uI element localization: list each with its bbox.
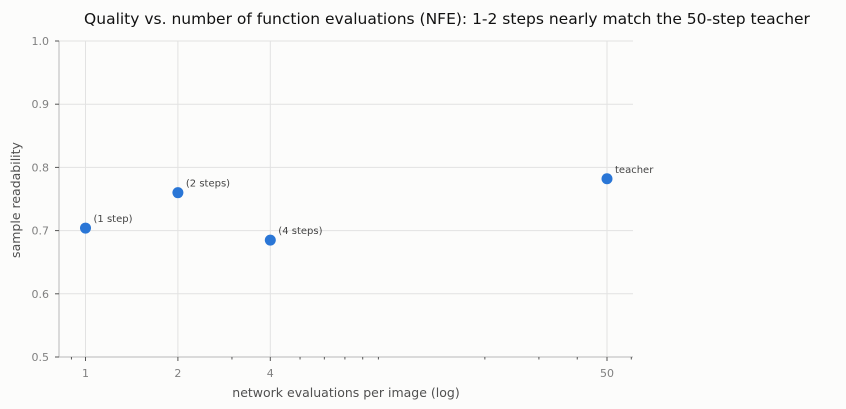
x-tick-label: 50	[600, 367, 614, 380]
y-gridlines	[59, 40, 633, 358]
data-point	[172, 187, 184, 199]
x-axis-label: network evaluations per image (log)	[232, 385, 459, 400]
y-tick-label: 0.6	[32, 288, 50, 301]
point-label: (4 steps)	[278, 226, 322, 237]
y-tick-label: 1.0	[32, 35, 50, 48]
x-ticks: 1 2 4 50	[70, 357, 632, 380]
x-tick-label: 2	[174, 367, 181, 380]
point-label: (1 step)	[94, 214, 133, 225]
y-tick-label: 0.9	[32, 98, 50, 111]
chart-title: Quality vs. number of function evaluatio…	[84, 10, 811, 28]
x-tick-label: 4	[267, 367, 274, 380]
data-points: (1 step) (2 steps) (4 steps) teacher	[80, 165, 654, 246]
y-tick-label: 0.7	[32, 225, 50, 238]
x-tick-label: 1	[82, 367, 89, 380]
point-label: teacher	[615, 165, 654, 176]
y-tick-label: 0.5	[32, 351, 50, 364]
x-gridlines	[85, 41, 608, 357]
data-point	[601, 173, 613, 185]
y-tick-label: 0.8	[32, 161, 50, 174]
point-label: (2 steps)	[186, 179, 230, 190]
y-axis-label: sample readability	[8, 141, 23, 257]
data-point	[264, 234, 276, 246]
y-ticks: 0.5 0.6 0.7 0.8 0.9 1.0	[32, 35, 59, 364]
data-point	[80, 222, 91, 234]
